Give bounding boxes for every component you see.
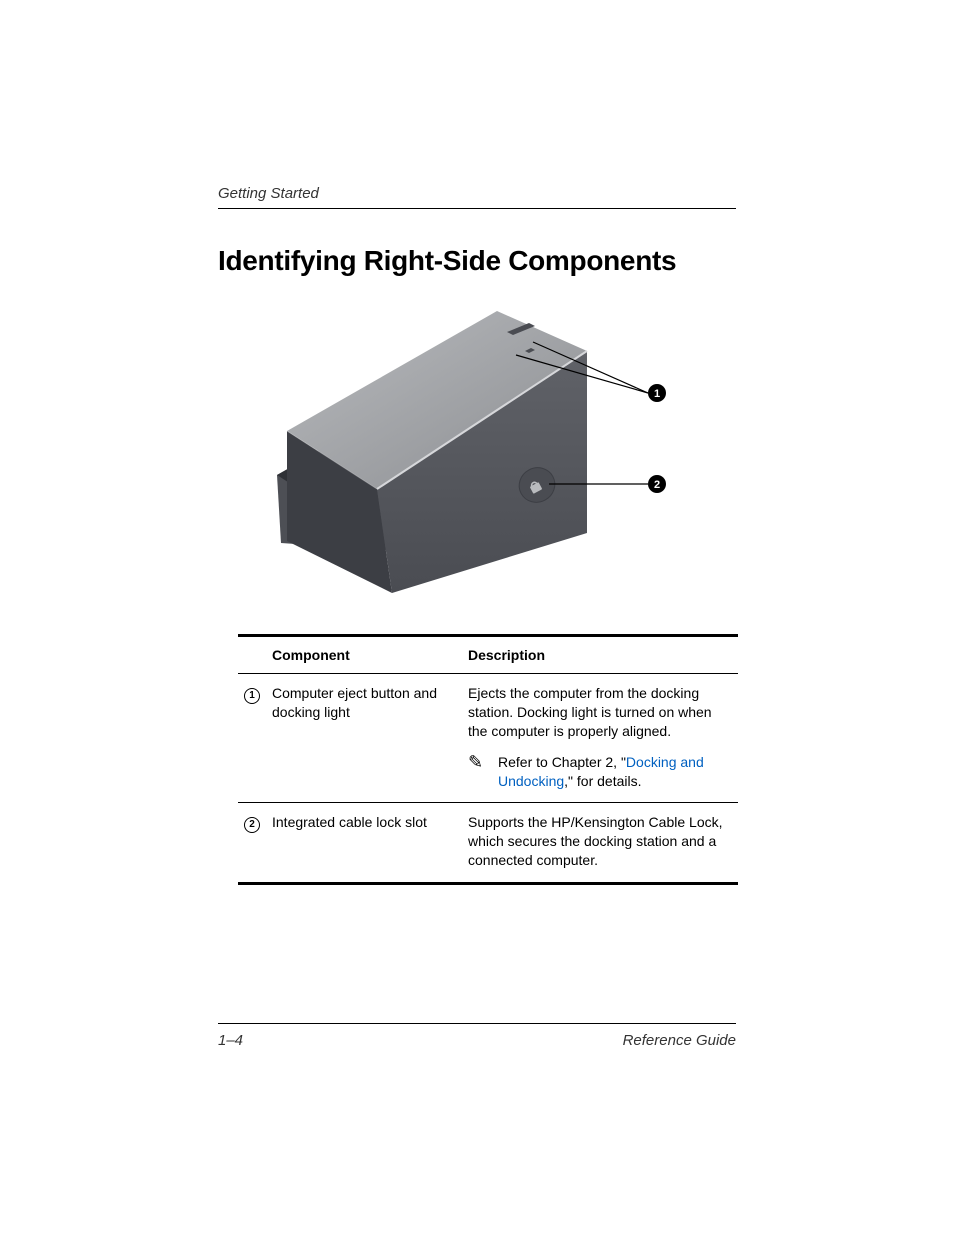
note-text: Refer to Chapter 2, "Docking and Undocki… xyxy=(498,753,732,791)
page-footer: 1–4 Reference Guide xyxy=(218,1023,736,1049)
cell-callout: 1 xyxy=(238,674,272,803)
svg-text:2: 2 xyxy=(654,479,660,491)
callout-badge: 1 xyxy=(244,688,260,704)
th-description: Description xyxy=(468,636,738,674)
cell-component: Computer eject button and docking light xyxy=(272,674,468,803)
cell-component: Integrated cable lock slot xyxy=(272,803,468,884)
callout-badge: 2 xyxy=(244,817,260,833)
figure-container: 12 xyxy=(218,311,736,596)
table-header-row: Component Description xyxy=(238,636,738,674)
running-head: Getting Started xyxy=(218,185,736,209)
svg-text:1: 1 xyxy=(654,388,660,400)
note-icon: ✎ xyxy=(468,753,490,791)
footer-doc-title: Reference Guide xyxy=(623,1032,736,1049)
section-title: Identifying Right-Side Components xyxy=(218,245,736,277)
product-illustration: 12 xyxy=(277,311,677,596)
page-number: 1–4 xyxy=(218,1032,243,1049)
cell-description: Ejects the computer from the docking sta… xyxy=(468,674,738,803)
note: ✎ Refer to Chapter 2, "Docking and Undoc… xyxy=(468,753,732,791)
th-component: Component xyxy=(272,636,468,674)
table-row: 2 Integrated cable lock slot Supports th… xyxy=(238,803,738,884)
table-row: 1 Computer eject button and docking ligh… xyxy=(238,674,738,803)
page: Getting Started Identifying Right-Side C… xyxy=(0,0,954,1235)
components-table: Component Description 1 Computer eject b… xyxy=(238,634,738,885)
illustration-svg: 12 xyxy=(277,311,677,596)
th-blank xyxy=(238,636,272,674)
note-post: ," for details. xyxy=(564,773,641,789)
cell-callout: 2 xyxy=(238,803,272,884)
note-pre: Refer to Chapter 2, " xyxy=(498,754,626,770)
cell-description: Supports the HP/Kensington Cable Lock, w… xyxy=(468,803,738,884)
description-text: Ejects the computer from the docking sta… xyxy=(468,684,732,741)
